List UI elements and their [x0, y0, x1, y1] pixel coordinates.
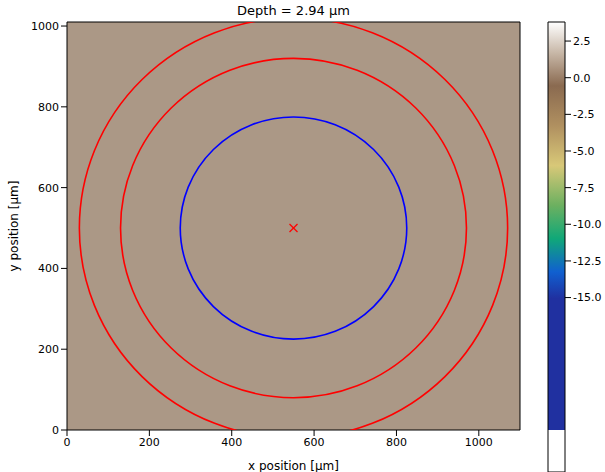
svg-text:600: 600 — [38, 182, 59, 195]
html-text:Depth = 2.94 µm: Depth = 2.94 µm — [237, 3, 350, 18]
svg-text:600: 600 — [304, 436, 325, 449]
svg-text:-12.5: -12.5 — [573, 255, 601, 268]
svg-text:0: 0 — [64, 436, 71, 449]
svg-text:-7.5: -7.5 — [573, 182, 594, 195]
svg-text:0: 0 — [52, 424, 59, 437]
svg-text:0.0: 0.0 — [573, 72, 591, 85]
svg-text:-15.0: -15.0 — [573, 291, 601, 304]
svg-text:1000: 1000 — [31, 20, 59, 33]
svg-text:800: 800 — [386, 436, 407, 449]
svg-text:-2.5: -2.5 — [573, 108, 594, 121]
svg-text:x position [µm]: x position [µm] — [248, 459, 339, 472]
svg-text:800: 800 — [38, 101, 59, 114]
svg-text:200: 200 — [139, 436, 160, 449]
svg-text:200: 200 — [38, 343, 59, 356]
svg-text:400: 400 — [38, 262, 59, 275]
svg-text:2.5: 2.5 — [573, 35, 591, 48]
svg-text:y position [µm]: y position [µm] — [7, 181, 21, 272]
svg-text:-5.0: -5.0 — [573, 145, 594, 158]
svg-text:400: 400 — [221, 436, 242, 449]
svg-text:-10.0: -10.0 — [573, 218, 601, 231]
svg-text:1000: 1000 — [465, 436, 493, 449]
